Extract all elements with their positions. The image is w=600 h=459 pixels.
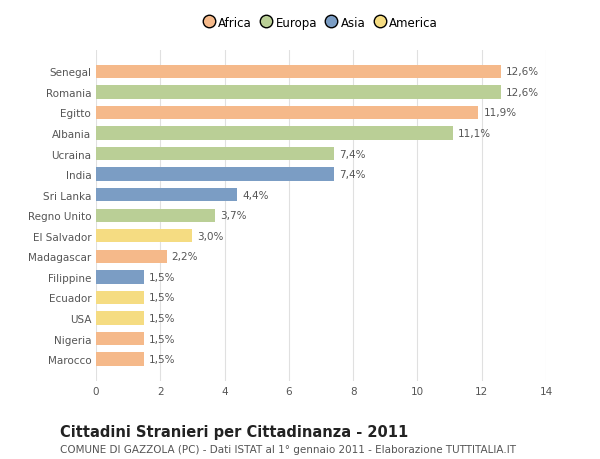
Bar <box>96 312 144 325</box>
Bar <box>96 250 167 263</box>
Text: Cittadini Stranieri per Cittadinanza - 2011: Cittadini Stranieri per Cittadinanza - 2… <box>60 425 408 440</box>
Bar <box>96 147 334 161</box>
Text: COMUNE DI GAZZOLA (PC) - Dati ISTAT al 1° gennaio 2011 - Elaborazione TUTTITALIA: COMUNE DI GAZZOLA (PC) - Dati ISTAT al 1… <box>60 444 516 454</box>
Bar <box>96 353 144 366</box>
Text: 2,2%: 2,2% <box>172 252 198 262</box>
Text: 3,7%: 3,7% <box>220 211 246 221</box>
Text: 1,5%: 1,5% <box>149 272 176 282</box>
Text: 12,6%: 12,6% <box>506 88 539 98</box>
Text: 7,4%: 7,4% <box>338 149 365 159</box>
Text: 4,4%: 4,4% <box>242 190 269 200</box>
Bar <box>96 271 144 284</box>
Bar <box>96 189 238 202</box>
Legend: Africa, Europa, Asia, America: Africa, Europa, Asia, America <box>204 17 438 30</box>
Bar <box>96 66 501 79</box>
Text: 1,5%: 1,5% <box>149 293 176 303</box>
Bar <box>96 230 193 243</box>
Text: 1,5%: 1,5% <box>149 354 176 364</box>
Text: 11,1%: 11,1% <box>458 129 491 139</box>
Text: 1,5%: 1,5% <box>149 313 176 323</box>
Bar <box>96 86 501 99</box>
Text: 11,9%: 11,9% <box>484 108 517 118</box>
Bar <box>96 127 453 140</box>
Text: 3,0%: 3,0% <box>197 231 224 241</box>
Bar <box>96 106 479 120</box>
Text: 1,5%: 1,5% <box>149 334 176 344</box>
Bar <box>96 332 144 346</box>
Bar <box>96 168 334 181</box>
Text: 12,6%: 12,6% <box>506 67 539 77</box>
Text: 7,4%: 7,4% <box>338 170 365 180</box>
Bar <box>96 291 144 304</box>
Bar <box>96 209 215 223</box>
